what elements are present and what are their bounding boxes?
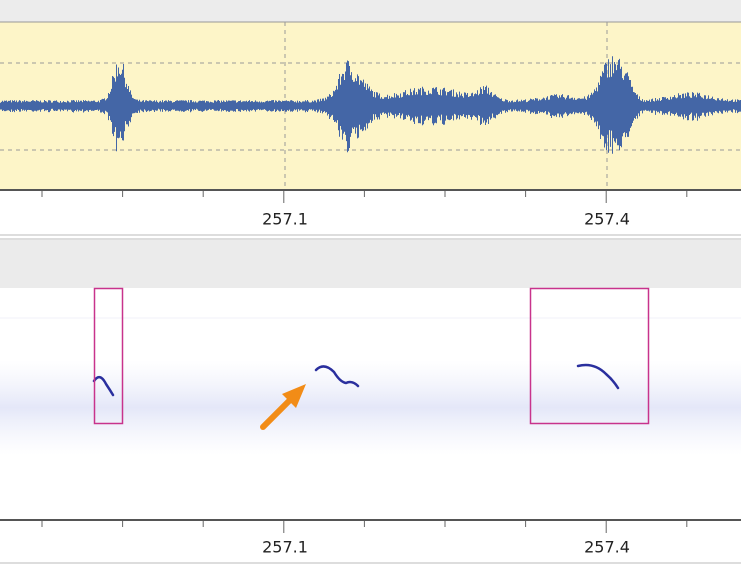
selection-box[interactable] <box>529 287 650 425</box>
call-traces <box>92 363 620 397</box>
selection-box[interactable] <box>93 287 124 425</box>
waveform-axis-label: 257.4 <box>584 210 630 229</box>
top-strip <box>0 0 741 22</box>
waveform-ticks <box>41 191 688 203</box>
spectrogram-ticks <box>41 521 688 533</box>
arrow <box>260 384 306 430</box>
noise-band <box>0 360 741 455</box>
spectrogram-axis-label: 257.1 <box>262 538 308 557</box>
gray-band <box>0 240 741 288</box>
waveform-axis-label: 257.1 <box>262 210 308 229</box>
spectrogram-axis-label: 257.4 <box>584 538 630 557</box>
waveform <box>0 56 741 154</box>
